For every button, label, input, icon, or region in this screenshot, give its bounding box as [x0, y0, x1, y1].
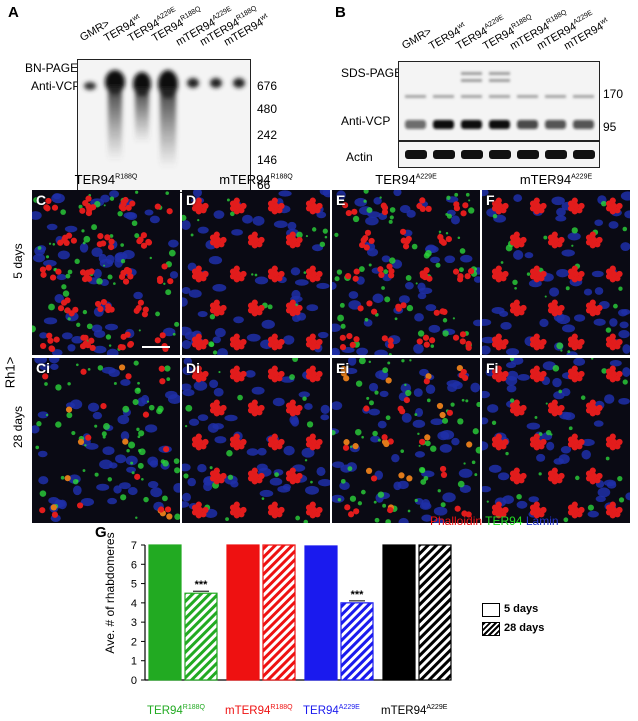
micro-panel-di: Di	[182, 358, 330, 523]
micro-panel-ci: Ci	[32, 358, 180, 523]
row-label-28days: 28 days	[11, 405, 25, 449]
micro-column-title-2: TER94A229E	[375, 172, 437, 187]
y-tick-label-3: 3	[131, 617, 137, 629]
micro-letter-fi: Fi	[486, 360, 499, 376]
panel-b-letter: B	[335, 4, 346, 21]
bar-3-5days	[382, 544, 416, 681]
rhabdomere-bar-chart: 0 1 2 3 4 5 6 7 *** ***	[131, 540, 452, 687]
marker-a-146: 146	[257, 153, 278, 167]
bn-page-label: BN-PAGE	[25, 61, 79, 75]
stain-legend: Phalloidin TER94 Lamin	[430, 514, 559, 528]
panel-a-letter: A	[8, 4, 19, 21]
anti-vcp-label-b: Anti-VCP	[341, 114, 391, 128]
sds-page-blot	[398, 61, 600, 141]
micro-letter-ci: Ci	[36, 360, 50, 376]
micro-column-title-3: mTER94A229E	[519, 172, 593, 187]
stain-lamin: Lamin	[525, 514, 559, 528]
bn-page-blot	[77, 59, 251, 193]
legend-5days-swatch	[482, 603, 500, 617]
legend-28days-swatch	[482, 622, 500, 636]
x-category-0: TER94R188Q	[147, 704, 205, 717]
x-category-1: mTER94R188Q	[225, 704, 293, 717]
marker-a-66: 66	[257, 178, 271, 192]
micro-letter-f: F	[486, 192, 495, 208]
micro-letter-di: Di	[186, 360, 200, 376]
rh1-driver-label: Rh1>	[2, 356, 18, 389]
y-tick-label-7: 7	[131, 540, 137, 552]
micro-panel-c: C	[32, 190, 180, 355]
panel-g-letter: G	[95, 524, 107, 541]
bar-3-28days	[418, 544, 452, 681]
micro-letter-ei: Ei	[336, 360, 350, 376]
micro-panel-fi: Fi	[482, 358, 630, 523]
y-tick-label-6: 6	[131, 559, 137, 571]
significance-0: ***	[195, 579, 209, 591]
bar-2-28days	[340, 602, 374, 681]
bar-0-5days	[148, 544, 182, 681]
micro-panel-e: E	[332, 190, 480, 355]
y-tick-label-5: 5	[131, 579, 137, 591]
micro-column-title-0: TER94R188Q	[74, 172, 138, 187]
marker-a-676: 676	[257, 79, 278, 93]
lane-label-b-0: GMR>	[400, 25, 434, 52]
marker-a-480: 480	[257, 102, 278, 116]
x-category-2: TER94A229E	[303, 704, 360, 717]
y-tick-label-0: 0	[131, 675, 137, 687]
y-tick-label-4: 4	[131, 598, 137, 610]
x-category-3: mTER94A229E	[381, 704, 448, 717]
bar-1-28days	[262, 544, 296, 681]
actin-blot	[398, 141, 600, 168]
micro-letter-c: C	[36, 192, 47, 208]
micro-panel-d: D	[182, 190, 330, 355]
marker-170: 170	[603, 87, 624, 101]
micro-letter-d: D	[186, 192, 197, 208]
row-label-5days: 5 days	[11, 243, 25, 279]
stain-phalloidin: Phalloidin	[430, 514, 483, 528]
bar-0-28days	[184, 592, 218, 681]
legend-28days-label: 28 days	[504, 622, 545, 634]
actin-label: Actin	[346, 150, 373, 164]
sds-page-label: SDS-PAGE	[341, 66, 403, 80]
anti-vcp-label-a: Anti-VCP	[31, 79, 81, 93]
micro-column-title-1: mTER94R188Q	[219, 172, 293, 187]
bar-2-5days	[304, 545, 338, 681]
y-tick-label-2: 2	[131, 636, 137, 648]
legend-5days-label: 5 days	[504, 603, 539, 615]
y-tick-label-1: 1	[131, 656, 137, 668]
micro-panel-f: F	[482, 190, 630, 355]
stain-ter94: TER94	[485, 514, 523, 528]
marker-a-242: 242	[257, 128, 278, 142]
marker-95: 95	[603, 120, 617, 134]
significance-2: ***	[351, 589, 365, 601]
bar-1-5days	[226, 544, 260, 681]
micro-panel-ei: Ei	[332, 358, 480, 523]
micro-letter-e: E	[336, 192, 346, 208]
